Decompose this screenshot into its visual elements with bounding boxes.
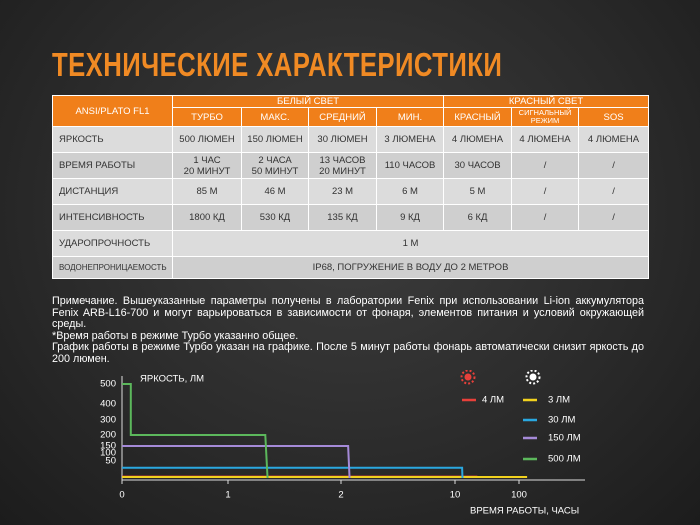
series-line: [122, 383, 269, 479]
x-tick-label: 100: [511, 490, 527, 501]
cell: 5 М: [443, 178, 513, 205]
cell: 4 ЛЮМЕНА: [511, 126, 580, 153]
column-header: SOS: [578, 107, 650, 127]
cell: 150 ЛЮМЕН: [241, 126, 309, 153]
series-line: [122, 466, 464, 479]
cell: 6 М: [375, 178, 445, 205]
y-tick-label: 400: [100, 399, 116, 410]
note: График работы в режиме Турбо указан на г…: [52, 341, 644, 365]
row-label: ДИСТАНЦИЯ: [52, 178, 173, 205]
table-row: ЯРКОСТЬ 500 ЛЮМЕН 150 ЛЮМЕН 30 ЛЮМЕН 3 ЛЮМЕН…: [52, 126, 650, 153]
column-header: МАКС.: [241, 107, 309, 127]
cell: 1800 КД: [172, 204, 242, 231]
cell: 4 ЛЮМЕНА: [443, 126, 513, 153]
cell: 135 КД: [308, 204, 377, 231]
legend-label: 500 ЛМ: [548, 454, 581, 465]
cell: 9 КД: [375, 204, 445, 231]
y-tick-label: 100: [100, 448, 116, 459]
cell: 85 М: [172, 178, 242, 205]
table-row: ВРЕМЯ РАБОТЫ 1 ЧАС 20 МИНУТ 2 ЧАСА 50 МИНУ…: [52, 152, 650, 179]
cell: /: [511, 152, 580, 179]
cell: /: [578, 178, 650, 205]
series-line: [122, 445, 351, 479]
cell: 3 ЛЮМЕНА: [375, 126, 445, 153]
header-row: ANSI/PLATO FL1 БЕЛЫЙ СВЕТ КРАСНЫЙ СВЕТ: [52, 95, 650, 127]
column-header: КРАСНЫЙ: [443, 107, 513, 127]
group-header: КРАСНЫЙ СВЕТ: [443, 95, 650, 108]
cell: 13 ЧАСОВ 20 МИНУТ: [308, 152, 377, 179]
cell: /: [511, 178, 580, 205]
row-label: ЯРКОСТЬ: [52, 126, 173, 153]
legend-label: 4 ЛМ: [482, 395, 504, 406]
cell: 23 М: [308, 178, 377, 205]
y-tick-label: 50: [105, 456, 116, 467]
column-header: МИН.: [375, 107, 445, 127]
cell: 110 ЧАСОВ: [375, 152, 445, 179]
cell: 500 ЛЮМЕН: [172, 126, 242, 153]
cell: 4 ЛЮМЕНА: [578, 126, 650, 153]
table-row: УДАРОПРОЧНОСТЬ 1 М: [52, 230, 650, 257]
notes: Примечание. Вышеуказанные параметры полу…: [52, 295, 644, 365]
cell: 1 ЧАС 20 МИНУТ: [172, 152, 242, 179]
title: ТЕХНИЧЕСКИЕ ХАРАКТЕРИСТИКИ: [52, 46, 503, 83]
column-header: СИГНАЛЬНЫЙ РЕЖИМ: [511, 107, 580, 127]
x-axis-label: ВРЕМЯ РАБОТЫ, ЧАСЫ: [470, 506, 579, 517]
cell: IP68, ПОГРУЖЕНИЕ В ВОДУ ДО 2 МЕТРОВ: [171, 256, 650, 279]
cell: /: [578, 152, 650, 179]
red-light-icon: [460, 370, 476, 385]
row-label: ИНТЕНСИВНОСТЬ: [52, 204, 173, 231]
row-label: ВОДОНЕПРОНИЦАЕМОСТЬ: [52, 256, 173, 279]
group-header: БЕЛЫЙ СВЕТ: [171, 95, 445, 108]
y-tick-label: 150: [100, 441, 116, 452]
row-label: ВРЕМЯ РАБОТЫ: [52, 152, 173, 179]
x-tick-label: 2: [338, 490, 343, 501]
cell: 2 ЧАСА 50 МИНУТ: [241, 152, 309, 179]
white-light-icon: [525, 370, 541, 385]
y-tick-label: 500: [100, 379, 116, 390]
cell: 30 ЛЮМЕН: [308, 126, 377, 153]
y-tick-label: 300: [100, 415, 116, 426]
x-tick-label: 10: [450, 490, 461, 501]
note: *Время работы в режиме Турбо указанно об…: [52, 329, 299, 342]
note: Примечание. Вышеуказанные параметры полу…: [52, 295, 644, 330]
legend-label: 30 ЛМ: [548, 415, 575, 426]
cell: 30 ЧАСОВ: [443, 152, 513, 179]
cell: /: [511, 204, 580, 231]
table-row: ВОДОНЕПРОНИЦАЕМОСТЬ IP68, ПОГРУЖЕНИЕ В ВО…: [52, 256, 650, 279]
cell: 6 КД: [443, 204, 513, 231]
chart: ЯРКОСТЬ, ЛМ ВРЕМЯ РАБОТЫ, ЧАСЫ 501001502…: [100, 370, 585, 517]
x-tick-label: 0: [119, 490, 124, 501]
column-header: СРЕДНИЙ: [308, 107, 377, 127]
legend-label: 3 ЛМ: [548, 395, 570, 406]
corner-cell: ANSI/PLATO FL1: [52, 95, 173, 127]
cell: 1 М: [171, 230, 650, 257]
cell: 530 КД: [241, 204, 309, 231]
cell: 46 М: [241, 178, 309, 205]
legend-label: 150 ЛМ: [548, 433, 581, 444]
table-row: ИНТЕНСИВНОСТЬ 1800 КД 530 КД 135 КД 9 КД 6 КД…: [52, 204, 650, 231]
y-tick-label: 200: [100, 430, 116, 441]
series-line: [122, 475, 528, 478]
y-axis-label: ЯРКОСТЬ, ЛМ: [140, 374, 204, 385]
column-header: ТУРБО: [172, 107, 242, 127]
row-label: УДАРОПРОЧНОСТЬ: [52, 230, 173, 257]
cell: /: [578, 204, 650, 231]
x-tick-label: 1: [225, 490, 230, 501]
spec-table: ANSI/PLATO FL1 БЕЛЫЙ СВЕТ КРАСНЫЙ СВЕТ ТУРБ…: [52, 95, 650, 279]
